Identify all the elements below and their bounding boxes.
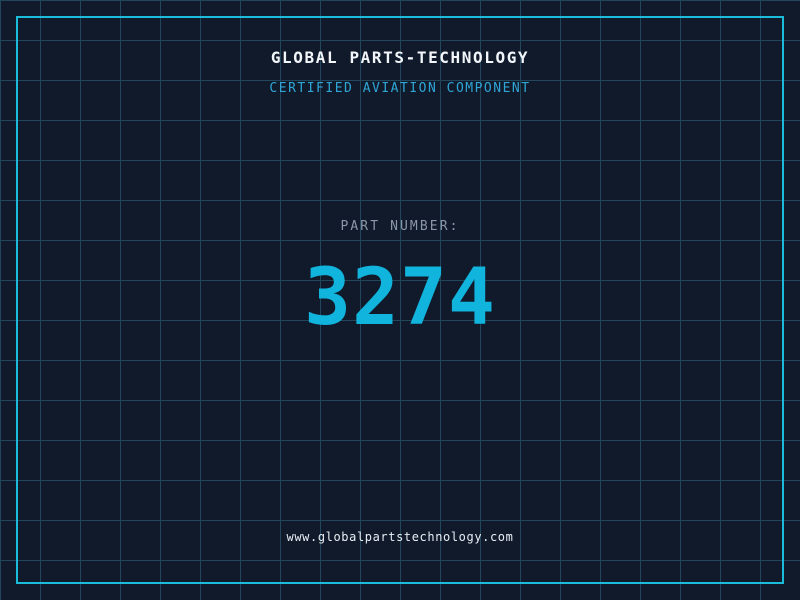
certification-subtitle: CERTIFIED AVIATION COMPONENT bbox=[269, 81, 531, 96]
part-number-label: PART NUMBER: bbox=[340, 219, 460, 234]
part-number-value: 3274 bbox=[304, 253, 496, 343]
website-url: www.globalpartstechnology.com bbox=[286, 530, 514, 544]
company-title: GLOBAL PARTS-TECHNOLOGY bbox=[270, 48, 530, 67]
